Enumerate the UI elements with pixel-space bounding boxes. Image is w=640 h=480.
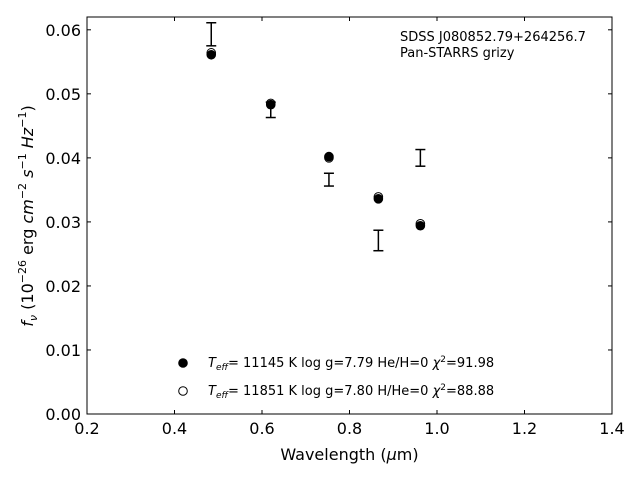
object-name-annotation: SDSS J080852.79+264256.7 (400, 30, 586, 45)
data-point-open (206, 48, 217, 58)
data-point-filled (373, 194, 384, 204)
data-point-open (265, 98, 276, 109)
errorbar (373, 229, 384, 252)
y-tick-label: 0.06 (45, 21, 81, 40)
x-tick-label: 0.8 (337, 419, 362, 438)
axis-tick-labels: 0.2 0.4 0.6 0.8 1.0 1.2 1.4 0.00 0.01 0.02 0.03 0.0… (45, 21, 624, 438)
data-point-filled (206, 49, 217, 60)
model-markers (206, 48, 426, 231)
x-tick-label: 0.6 (249, 419, 274, 438)
y-tick-label: 0.01 (45, 341, 81, 360)
legend-entry-2: Teff= 11851 K log g=7.80 H/He=0 χ2=88.88 (208, 383, 494, 401)
x-tick-label: 1.4 (599, 419, 624, 438)
y-tick-label: 0.05 (45, 85, 81, 104)
errorbar (415, 148, 426, 167)
y-tick-label: 0.00 (45, 405, 81, 424)
legend: Teff= 11145 K log g=7.79 He/H=0 χ2=91.98… (178, 355, 494, 401)
axis-ticks (86, 17, 613, 415)
survey-annotation: Pan-STARRS grizy (400, 46, 515, 61)
x-tick-label: 1.2 (512, 419, 537, 438)
x-tick-label: 0.2 (74, 419, 99, 438)
y-tick-label: 0.02 (45, 277, 81, 296)
data-point-filled (415, 220, 426, 231)
x-tick-label: 1.0 (424, 419, 449, 438)
data-point-open (373, 192, 384, 202)
photometry-errorbars (206, 22, 426, 252)
errorbar (323, 172, 334, 187)
legend-marker-open-circle (178, 386, 188, 396)
errorbar (206, 22, 217, 47)
y-axis-label: fν (10−26 erg cm−2 s−1 Hz−1) (16, 105, 40, 326)
x-tick-label: 0.4 (162, 419, 187, 438)
svg-text:fν (10−26 erg cm−2 s−1 Hz−1): fν (10−26 erg cm−2 s−1 Hz−1) (16, 105, 40, 326)
x-axis-label: Wavelength (μm) (280, 445, 418, 464)
data-point-open (415, 219, 426, 229)
y-tick-label: 0.04 (45, 149, 81, 168)
y-tick-label: 0.03 (45, 213, 81, 232)
legend-marker-filled-circle (178, 358, 188, 368)
data-point-open (324, 153, 334, 163)
legend-entry-1: Teff= 11145 K log g=7.79 He/H=0 χ2=91.98 (208, 355, 494, 373)
plot-frame (86, 16, 613, 415)
